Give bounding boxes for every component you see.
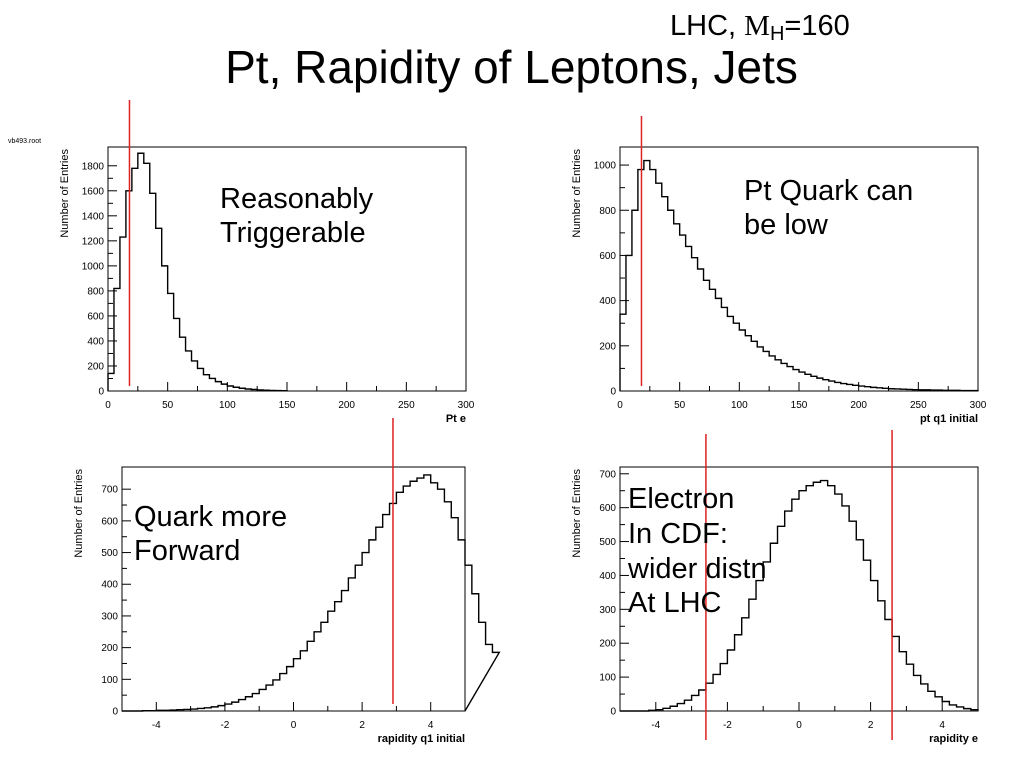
histogram-panel-2: 0 200 400 600 800 1000 0 50 100 150 200 250 300 pt q1…	[571, 116, 987, 425]
y-tick-label: 0	[112, 707, 118, 718]
y-tick-label: 0	[98, 387, 104, 398]
note-line: Reasonably	[220, 183, 374, 215]
x-tick-label: 50	[674, 400, 686, 411]
x-tick-label: -4	[152, 720, 161, 731]
y-tick-label: 600	[599, 503, 616, 514]
note-line: At LHC	[628, 587, 722, 620]
note-line: Pt Quark can	[744, 175, 914, 207]
histogram-outline	[122, 474, 501, 712]
y-tick-label: 100	[101, 675, 118, 686]
y-tick-label: 500	[101, 548, 118, 559]
x-tick-label: 4	[428, 720, 434, 731]
y-tick-label: 0	[610, 387, 616, 398]
y-tick-label: 0	[610, 707, 616, 718]
y-tick-label: 1600	[82, 186, 105, 197]
context-label: LHC, MH=160	[670, 10, 850, 46]
y-axis-title: Number of Entries	[73, 469, 85, 558]
x-tick-label: -4	[651, 720, 660, 731]
note-quark-forward: Quark more Forward	[134, 500, 287, 568]
x-tick-label: 300	[970, 400, 987, 411]
x-axis-title: Pt e	[446, 413, 466, 425]
y-tick-label: 800	[87, 286, 104, 297]
y-tick-label: 100	[599, 673, 616, 684]
x-tick-label: 300	[458, 400, 475, 411]
x-axis-title: rapidity q1 initial	[378, 733, 465, 745]
x-tick-label: 2	[359, 720, 365, 731]
x-tick-label: 100	[219, 400, 236, 411]
note-line: In CDF:	[628, 517, 728, 550]
note-pt-quark: Pt Quark can be low	[744, 174, 913, 242]
y-tick-label: 300	[101, 611, 118, 622]
y-tick-label: 700	[101, 485, 118, 496]
y-tick-label: 1000	[82, 261, 105, 272]
y-tick-label: 400	[87, 336, 104, 347]
context-prefix: LHC,	[670, 10, 745, 42]
x-tick-label: -2	[723, 720, 732, 731]
y-axis-title: Number of Entries	[571, 469, 583, 558]
histogram-outline	[107, 152, 288, 392]
y-tick-label: 200	[87, 361, 104, 372]
context-suffix: =160	[784, 10, 850, 42]
x-tick-label: 2	[868, 720, 874, 731]
x-axis-title: pt q1 initial	[920, 413, 978, 425]
y-tick-label: 200	[599, 341, 616, 352]
histogram-outline	[619, 159, 979, 392]
x-tick-label: 0	[105, 400, 111, 411]
y-axis-title: Number of Entries	[59, 149, 71, 238]
y-tick-label: 600	[599, 251, 616, 262]
x-tick-label: 200	[338, 400, 355, 411]
y-tick-label: 600	[101, 516, 118, 527]
histogram-panel-4: 0 100 200 300 400 500 600 700 -4 -2 0 2 4 rapidity e N…	[571, 430, 979, 745]
note-line: wider distn	[628, 552, 767, 585]
x-tick-label: 250	[910, 400, 927, 411]
x-tick-label: 100	[731, 400, 748, 411]
histogram-panel-1: 0 200 400 600 800 1000 1200 1400 1600 1800 0 50 100 1…	[59, 100, 475, 425]
y-axis-title: Number of Entries	[571, 149, 583, 238]
y-tick-label: 200	[599, 639, 616, 650]
note-line: Triggerable	[220, 217, 366, 250]
x-tick-label: 150	[791, 400, 808, 411]
note-pt-e: Reasonably Triggerable	[220, 182, 373, 250]
y-tick-label: 700	[599, 469, 616, 480]
context-mass-symbol: M	[744, 10, 770, 42]
y-tick-label: 1200	[82, 236, 105, 247]
histogram-panel-3: 0 100 200 300 400 500 600 700 -4 -2 0 2 4 rapidity q1…	[73, 418, 501, 745]
y-tick-label: 800	[599, 206, 616, 217]
y-tick-label: 600	[87, 311, 104, 322]
x-tick-label: 200	[850, 400, 867, 411]
y-tick-label: 1800	[82, 161, 105, 172]
context-mass-subscript: H	[769, 23, 785, 45]
x-tick-label: 0	[796, 720, 802, 731]
y-tick-label: 400	[599, 296, 616, 307]
note-electron-cdf: Electron In CDF: wider distn At LHC	[628, 482, 767, 621]
note-line: Quark more	[134, 501, 288, 533]
x-tick-label: -2	[220, 720, 229, 731]
histogram-outline	[620, 479, 979, 712]
x-tick-label: 50	[162, 400, 174, 411]
x-axis-title: rapidity e	[929, 733, 978, 745]
y-tick-label: 400	[101, 580, 118, 591]
x-tick-label: 0	[291, 720, 297, 731]
slide-title: Pt, Rapidity of Leptons, Jets	[225, 41, 798, 93]
y-tick-label: 200	[101, 643, 118, 654]
x-tick-label: 250	[398, 400, 415, 411]
note-line: be low	[744, 209, 828, 242]
y-tick-label: 500	[599, 537, 616, 548]
x-tick-label: 0	[617, 400, 623, 411]
y-tick-label: 1400	[82, 211, 105, 222]
note-line: Forward	[134, 535, 241, 568]
y-tick-label: 400	[599, 571, 616, 582]
y-tick-label: 1000	[594, 161, 617, 172]
x-tick-label: 150	[279, 400, 296, 411]
y-tick-label: 300	[599, 605, 616, 616]
note-line: Electron	[628, 483, 735, 515]
file-label: vb493.root	[8, 138, 42, 145]
x-tick-label: 4	[939, 720, 945, 731]
